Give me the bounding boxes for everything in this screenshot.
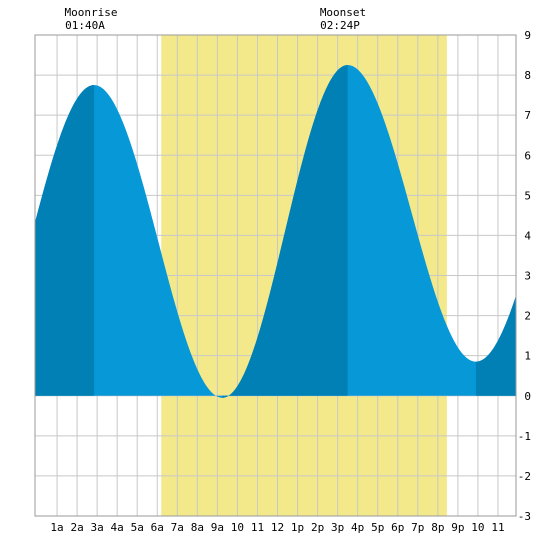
- x-tick-label: 9a: [211, 521, 224, 534]
- y-tick-label: 3: [524, 270, 531, 283]
- y-tick-label: 9: [524, 29, 531, 42]
- x-tick-label: 6a: [151, 521, 164, 534]
- moonset-label: Moonset: [320, 6, 366, 19]
- x-tick-label: 5a: [131, 521, 144, 534]
- y-tick-label: 0: [524, 390, 531, 403]
- x-tick-label: 10: [471, 521, 484, 534]
- tide-area-light: [35, 65, 516, 398]
- x-tick-label: 2a: [70, 521, 83, 534]
- y-tick-label: -1: [518, 430, 531, 443]
- x-tick-label: 12: [271, 521, 284, 534]
- y-tick-label: -3: [518, 510, 531, 523]
- y-tick-label: 8: [524, 69, 531, 82]
- x-tick-label: 6p: [391, 521, 404, 534]
- moonset-time: 02:24P: [320, 19, 360, 32]
- y-tick-label: 7: [524, 109, 531, 122]
- y-tick-label: 5: [524, 189, 531, 202]
- x-tick-label: 3a: [91, 521, 104, 534]
- x-tick-label: 2p: [311, 521, 324, 534]
- x-tick-label: 11: [251, 521, 264, 534]
- x-tick-label: 1p: [291, 521, 304, 534]
- x-axis-ticks: 1a 2a 3a 4a 5a 6a 7a 8a 9a 10 11 12 1p 2p 3p 4p 5p 6p 7p 8p…: [50, 521, 504, 534]
- x-tick-label: 8p: [431, 521, 444, 534]
- x-tick-label: 4p: [351, 521, 364, 534]
- x-tick-label: 11: [491, 521, 504, 534]
- x-tick-label: 7a: [171, 521, 184, 534]
- y-tick-label: -2: [518, 470, 531, 483]
- y-tick-label: 6: [524, 149, 531, 162]
- y-axis-ticks: -3 -2 -1 0 1 2 3 4 5 6 7 8 9: [518, 29, 532, 523]
- moonrise-time: 01:40A: [65, 19, 105, 32]
- x-tick-label: 10: [231, 521, 244, 534]
- x-tick-label: 4a: [111, 521, 124, 534]
- plot-frame: [34, 34, 517, 517]
- x-tick-label: 5p: [371, 521, 384, 534]
- x-tick-label: 3p: [331, 521, 344, 534]
- x-tick-label: 9p: [451, 521, 464, 534]
- moonrise-annotation: Moonrise 01:40A: [65, 6, 118, 32]
- y-tick-label: 2: [524, 310, 531, 323]
- x-tick-label: 8a: [191, 521, 204, 534]
- moonrise-label: Moonrise: [65, 6, 118, 19]
- y-tick-label: 1: [524, 350, 531, 363]
- moonset-annotation: Moonset 02:24P: [320, 6, 366, 32]
- x-tick-label: 1a: [50, 521, 63, 534]
- x-tick-label: 7p: [411, 521, 424, 534]
- y-tick-label: 4: [524, 229, 531, 242]
